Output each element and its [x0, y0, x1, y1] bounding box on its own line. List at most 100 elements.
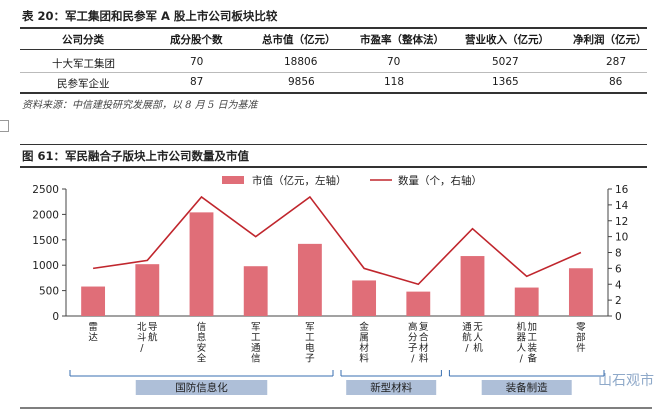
figure-title: 图 61：军民融合子版块上市公司数量及市值 [22, 149, 250, 163]
left-tick-label: 1000 [32, 260, 59, 272]
x-tick-char: 导 [148, 322, 158, 333]
page-corner-mark [0, 120, 9, 132]
table-header-4: 营业收入（亿元） [465, 34, 549, 46]
legend-line-label: 数量（个，右轴） [398, 174, 482, 187]
x-tick-char: 信 [251, 353, 261, 365]
table-title: 表 20：军工集团和民参军 A 股上市公司板块比较 [22, 9, 278, 23]
x-tick-char: 军 [305, 322, 315, 333]
table-bottom-rule [20, 92, 647, 94]
watermark-text: 山石观市 [598, 373, 654, 389]
group-label-box [346, 380, 437, 395]
x-tick-char: 料 [419, 353, 429, 365]
bar [514, 287, 539, 316]
table-header-2: 总市值（亿元） [262, 34, 336, 46]
x-tick-char: 工 [305, 333, 315, 344]
x-tick-char: 件 [576, 342, 586, 354]
left-tick-label: 500 [39, 286, 59, 298]
bar [568, 268, 593, 316]
table-row-0-pe: 70 [387, 56, 401, 68]
x-tick-char: 人 [516, 343, 526, 354]
bar [352, 280, 377, 316]
bar [81, 286, 106, 316]
x-tick-char: 雷 [88, 322, 98, 333]
left-tick-label: 2000 [32, 209, 59, 221]
x-tick-char: 分 [408, 333, 418, 344]
x-tick-char: 装 [527, 342, 537, 354]
x-tick-char: 机 [516, 321, 526, 333]
table-row-1-profit: 86 [609, 76, 623, 88]
bar [243, 266, 268, 316]
table-header-1: 成分股个数 [170, 34, 223, 46]
table-row-rule [20, 72, 647, 73]
bar [406, 291, 431, 316]
right-tick-label: 16 [615, 184, 629, 196]
x-tick-char: 工 [251, 333, 261, 344]
figure-title-rule [20, 166, 647, 168]
x-tick-char: 加 [527, 322, 537, 333]
table-header-0: 公司分类 [62, 34, 104, 46]
x-tick-char: 军 [251, 322, 261, 333]
group-label: 国防信息化 [175, 381, 228, 394]
bar [460, 256, 485, 316]
bar [189, 212, 214, 316]
x-tick-char: / [140, 343, 144, 354]
left-tick-label: 1500 [32, 235, 59, 247]
table-row-0-count: 70 [190, 56, 204, 68]
x-tick-char: 子 [305, 354, 315, 365]
x-tick-label: 零部件 [576, 322, 586, 354]
x-tick-char: 通 [462, 322, 472, 333]
table-header-rule [20, 49, 647, 50]
table-row-1-pe: 118 [384, 76, 405, 88]
x-tick-char: 航 [462, 332, 472, 344]
table-top-rule [20, 27, 647, 29]
table-row-1-count: 87 [190, 76, 204, 88]
table-header-5: 净利润（亿元） [573, 34, 647, 46]
count-line [92, 195, 582, 286]
x-tick-char: 电 [305, 342, 315, 354]
x-tick-label: 通航/ 无人机 [462, 322, 483, 354]
x-tick-char: 人 [473, 333, 483, 344]
x-tick-char: 全 [197, 353, 207, 365]
x-tick-char: 器 [516, 333, 526, 344]
x-tick-char: 合 [419, 332, 429, 344]
table-row-1-revenue: 1365 [492, 76, 519, 88]
table-row-0-revenue: 5027 [492, 56, 519, 68]
x-tick-char: / [520, 354, 524, 365]
x-tick-char: 息 [197, 332, 207, 344]
x-tick-char: 部 [576, 332, 586, 344]
x-tick-char: 通 [251, 343, 261, 354]
x-tick-char: 金 [359, 321, 369, 333]
table-row-1-name: 民参军企业 [57, 78, 110, 90]
x-tick-char: 达 [88, 332, 98, 344]
right-tick-label: 8 [615, 248, 622, 260]
x-tick-char: 材 [359, 342, 369, 354]
right-tick-label: 0 [615, 311, 622, 323]
table-row-0-name: 十大军工集团 [52, 58, 115, 70]
figure-top-rule [20, 144, 647, 145]
x-tick-char: 备 [527, 353, 537, 365]
bar [135, 264, 160, 316]
x-tick-char: 安 [197, 342, 207, 354]
x-tick-char: 斗 [137, 333, 147, 344]
right-tick-label: 14 [615, 200, 629, 212]
group-label-box [481, 380, 572, 395]
table-row-0-cap: 18806 [284, 56, 318, 68]
x-tick-char: 材 [419, 342, 429, 354]
legend-bar-label: 市值（亿元，左轴） [252, 174, 347, 187]
x-tick-char: 机 [473, 342, 483, 354]
group-label-box [135, 380, 268, 395]
bar [297, 243, 322, 316]
x-tick-char: / [411, 354, 415, 365]
right-tick-label: 2 [615, 295, 622, 307]
group-label: 装备制造 [506, 381, 548, 394]
table-row-0-profit: 287 [606, 56, 627, 68]
x-tick-char: 工 [527, 333, 537, 344]
table-source-note: 资料来源：中信建投研究发展部，以 8 月 5 日为基准 [22, 100, 258, 111]
right-tick-label: 6 [615, 263, 622, 275]
